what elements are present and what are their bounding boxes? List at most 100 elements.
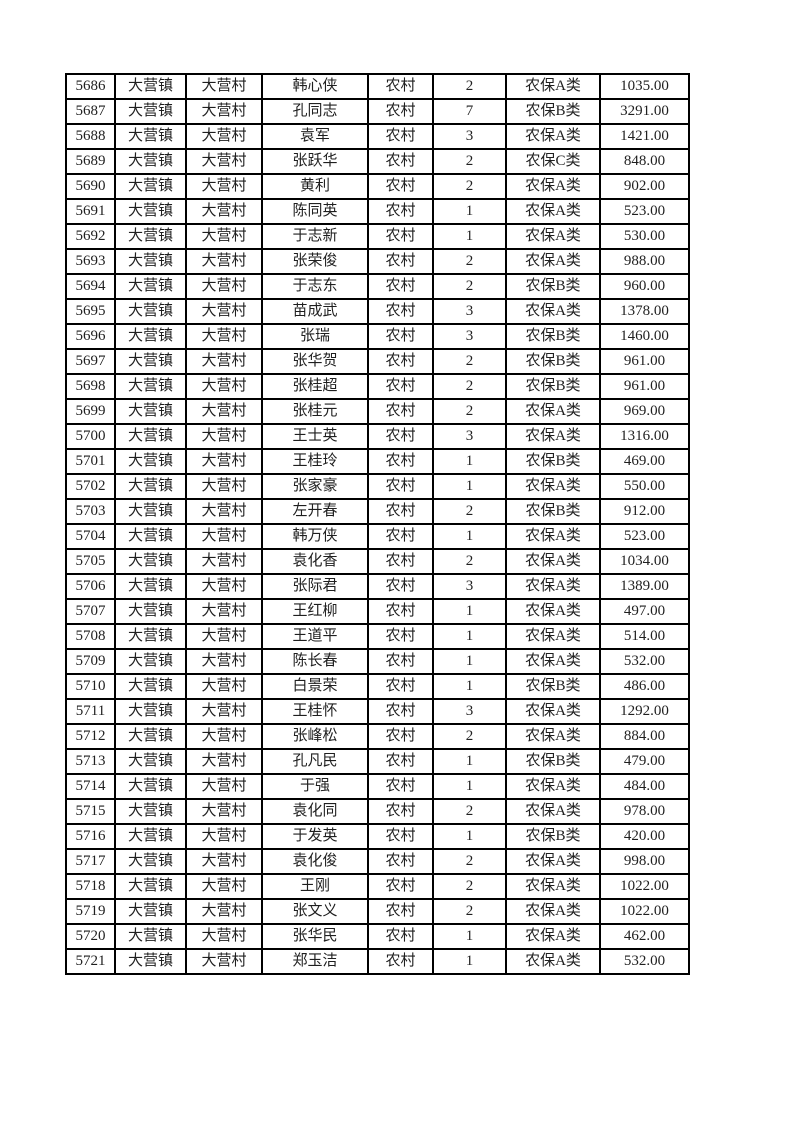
cell-town: 大营镇 <box>114 798 187 825</box>
cell-household-type: 农村 <box>367 823 434 850</box>
cell-person-count: 2 <box>432 498 507 525</box>
cell-village: 大营村 <box>185 73 263 100</box>
cell-insurance-category: 农保A类 <box>505 898 601 925</box>
cell-amount: 550.00 <box>599 473 690 500</box>
cell-person-count: 3 <box>432 423 507 450</box>
cell-serial: 5702 <box>65 473 116 500</box>
cell-insurance-category: 农保A类 <box>505 73 601 100</box>
cell-household-type: 农村 <box>367 673 434 700</box>
cell-name: 左开春 <box>261 498 369 525</box>
cell-person-count: 2 <box>432 873 507 900</box>
cell-town: 大营镇 <box>114 573 187 600</box>
table-row: 5712 大营镇 大营村 张峰松 农村 2 农保A类 884.00 <box>65 723 690 750</box>
cell-name: 王桂怀 <box>261 698 369 725</box>
cell-serial: 5711 <box>65 698 116 725</box>
table-row: 5720 大营镇 大营村 张华民 农村 1 农保A类 462.00 <box>65 923 690 950</box>
cell-name: 韩心侠 <box>261 73 369 100</box>
cell-name: 张桂超 <box>261 373 369 400</box>
cell-amount: 3291.00 <box>599 98 690 125</box>
cell-person-count: 3 <box>432 123 507 150</box>
cell-serial: 5700 <box>65 423 116 450</box>
cell-household-type: 农村 <box>367 523 434 550</box>
cell-household-type: 农村 <box>367 323 434 350</box>
table-row: 5721 大营镇 大营村 郑玉洁 农村 1 农保A类 532.00 <box>65 948 690 975</box>
cell-amount: 912.00 <box>599 498 690 525</box>
cell-village: 大营村 <box>185 648 263 675</box>
cell-person-count: 1 <box>432 648 507 675</box>
cell-insurance-category: 农保A类 <box>505 473 601 500</box>
table-row: 5688 大营镇 大营村 袁军 农村 3 农保A类 1421.00 <box>65 123 690 150</box>
table-row: 5706 大营镇 大营村 张际君 农村 3 农保A类 1389.00 <box>65 573 690 600</box>
cell-amount: 1378.00 <box>599 298 690 325</box>
cell-insurance-category: 农保A类 <box>505 648 601 675</box>
cell-town: 大营镇 <box>114 373 187 400</box>
cell-person-count: 3 <box>432 298 507 325</box>
cell-serial: 5691 <box>65 198 116 225</box>
cell-person-count: 1 <box>432 598 507 625</box>
cell-household-type: 农村 <box>367 873 434 900</box>
cell-town: 大营镇 <box>114 548 187 575</box>
table-row: 5713 大营镇 大营村 孔凡民 农村 1 农保B类 479.00 <box>65 748 690 775</box>
cell-person-count: 2 <box>432 173 507 200</box>
cell-serial: 5717 <box>65 848 116 875</box>
cell-insurance-category: 农保B类 <box>505 498 601 525</box>
cell-town: 大营镇 <box>114 173 187 200</box>
table-row: 5707 大营镇 大营村 王红柳 农村 1 农保A类 497.00 <box>65 598 690 625</box>
cell-town: 大营镇 <box>114 348 187 375</box>
table-row: 5690 大营镇 大营村 黄利 农村 2 农保A类 902.00 <box>65 173 690 200</box>
cell-name: 郑玉洁 <box>261 948 369 975</box>
cell-town: 大营镇 <box>114 648 187 675</box>
cell-household-type: 农村 <box>367 548 434 575</box>
cell-town: 大营镇 <box>114 423 187 450</box>
cell-household-type: 农村 <box>367 573 434 600</box>
cell-amount: 514.00 <box>599 623 690 650</box>
table-row: 5705 大营镇 大营村 袁化香 农村 2 农保A类 1034.00 <box>65 548 690 575</box>
cell-person-count: 1 <box>432 223 507 250</box>
cell-person-count: 1 <box>432 673 507 700</box>
cell-village: 大营村 <box>185 273 263 300</box>
cell-household-type: 农村 <box>367 173 434 200</box>
cell-insurance-category: 农保A类 <box>505 723 601 750</box>
cell-serial: 5689 <box>65 148 116 175</box>
cell-name: 白景荣 <box>261 673 369 700</box>
cell-person-count: 1 <box>432 523 507 550</box>
table-row: 5703 大营镇 大营村 左开春 农村 2 农保B类 912.00 <box>65 498 690 525</box>
cell-village: 大营村 <box>185 148 263 175</box>
cell-village: 大营村 <box>185 823 263 850</box>
cell-serial: 5721 <box>65 948 116 975</box>
cell-serial: 5690 <box>65 173 116 200</box>
cell-amount: 978.00 <box>599 798 690 825</box>
table-row: 5695 大营镇 大营村 苗成武 农村 3 农保A类 1378.00 <box>65 298 690 325</box>
cell-insurance-category: 农保A类 <box>505 523 601 550</box>
cell-insurance-category: 农保A类 <box>505 948 601 975</box>
cell-town: 大营镇 <box>114 248 187 275</box>
cell-town: 大营镇 <box>114 448 187 475</box>
cell-amount: 960.00 <box>599 273 690 300</box>
table-row: 5714 大营镇 大营村 于强 农村 1 农保A类 484.00 <box>65 773 690 800</box>
cell-person-count: 7 <box>432 98 507 125</box>
cell-town: 大营镇 <box>114 198 187 225</box>
cell-village: 大营村 <box>185 723 263 750</box>
table-row: 5687 大营镇 大营村 孔同志 农村 7 农保B类 3291.00 <box>65 98 690 125</box>
cell-town: 大营镇 <box>114 123 187 150</box>
cell-village: 大营村 <box>185 573 263 600</box>
cell-town: 大营镇 <box>114 623 187 650</box>
cell-serial: 5692 <box>65 223 116 250</box>
cell-amount: 848.00 <box>599 148 690 175</box>
cell-amount: 486.00 <box>599 673 690 700</box>
cell-person-count: 1 <box>432 448 507 475</box>
cell-serial: 5718 <box>65 873 116 900</box>
cell-amount: 1292.00 <box>599 698 690 725</box>
cell-household-type: 农村 <box>367 848 434 875</box>
cell-village: 大营村 <box>185 598 263 625</box>
cell-name: 韩万侠 <box>261 523 369 550</box>
cell-name: 张桂元 <box>261 398 369 425</box>
cell-serial: 5688 <box>65 123 116 150</box>
cell-insurance-category: 农保A类 <box>505 923 601 950</box>
cell-amount: 1035.00 <box>599 73 690 100</box>
cell-town: 大营镇 <box>114 848 187 875</box>
cell-person-count: 2 <box>432 798 507 825</box>
cell-amount: 462.00 <box>599 923 690 950</box>
cell-household-type: 农村 <box>367 198 434 225</box>
cell-serial: 5715 <box>65 798 116 825</box>
